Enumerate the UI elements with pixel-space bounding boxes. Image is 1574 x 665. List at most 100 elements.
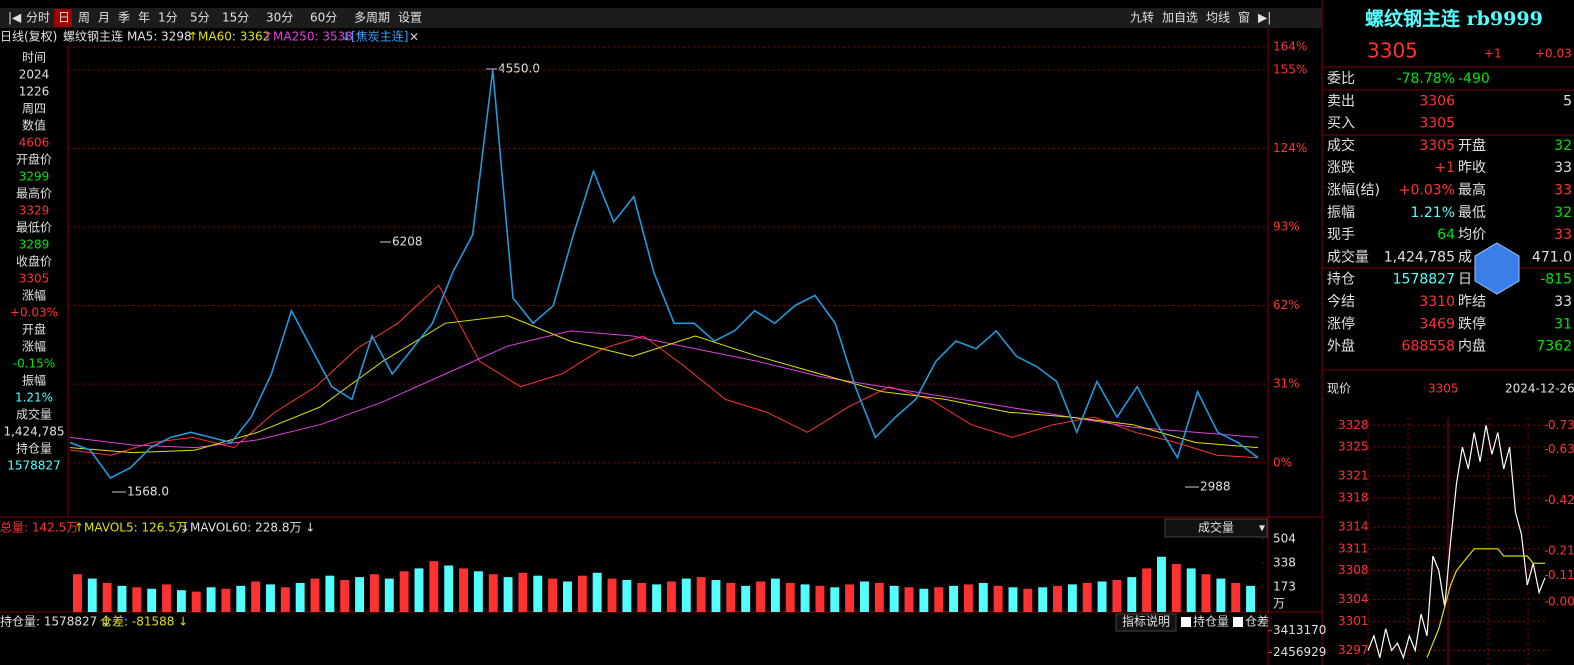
selector-label[interactable]: 成交量 [1198,520,1234,535]
quote-cell: 开盘 [1458,137,1486,154]
app-icon[interactable] [1474,242,1520,295]
nav-last[interactable]: ▶| [1258,11,1271,25]
volume-bar [592,572,602,612]
info-item: 3329 [19,204,50,218]
volume-bar [87,578,97,612]
checkbox[interactable] [1181,617,1191,627]
y-tick-label: 124% [1273,141,1307,155]
volume-bar [607,578,617,612]
volume-bar [563,581,572,612]
quote-cell: 7362 [1536,339,1572,355]
volume-bar [72,574,82,612]
tab[interactable]: 设置 [398,11,422,25]
nav-first[interactable]: |◀ [8,11,22,25]
y-tick-label: 504 [1273,531,1296,545]
info-item: -0.15% [13,357,55,371]
volume-bar [548,578,558,612]
tab[interactable]: 月 [98,11,110,25]
selector-arrow[interactable]: ▾ [1259,521,1265,535]
volume-bar [756,581,765,612]
y2-tick-label: 0.42 [1548,493,1574,507]
tool-button[interactable]: 均线 [1206,11,1230,25]
quote-change: +1 [1484,47,1502,61]
checkbox[interactable] [1233,617,1243,627]
oi-header: 持仓量: 1578827 ↓ [0,614,111,629]
volume-bar [518,572,528,612]
tab[interactable]: 60分 [310,11,337,25]
quote-cell: 3306 [1419,93,1455,109]
help[interactable]: 指标说明 [1122,614,1170,629]
y-tick-label: 93% [1273,219,1300,233]
quote-cell: 成交量 [1327,248,1369,265]
selector[interactable] [1164,518,1268,538]
tool-button[interactable]: 加自选 [1162,11,1198,25]
quote-cell: 1.21% [1411,205,1455,221]
y-tick-label: 0% [1273,455,1292,469]
volume-bar [1127,577,1137,612]
volume-bar [162,584,171,612]
volume-bar [652,584,662,612]
opt[interactable]: 持仓量 [1193,614,1229,629]
tab[interactable]: 1分 [158,11,178,25]
y-tick-label: 3311 [1338,541,1369,555]
mini-grid [1367,418,1529,665]
volume-bar [414,568,424,612]
tab[interactable]: 日 [58,11,70,25]
volume-bar [503,577,513,612]
tab-active[interactable] [54,9,72,27]
quote-cell: +1 [1434,160,1455,176]
tab[interactable]: 15分 [222,11,249,25]
volume-bar [295,582,305,612]
info-item: 3305 [19,272,50,286]
tab[interactable]: 多周期 [354,11,390,25]
quote-cell: 跌停 [1458,315,1486,332]
y-tick-label: 62% [1273,298,1300,312]
volume-total: 总量: 142.5万 [0,521,78,535]
tab[interactable]: 5分 [190,11,210,25]
y-tick-label: 2456929 [1273,645,1326,659]
y-tick-label: 338 [1273,555,1296,569]
volume-bar [770,578,780,612]
info-item: 持仓量 [16,441,52,456]
tab[interactable]: 季 [118,11,130,25]
opt[interactable]: 仓差 [1245,615,1269,629]
info-item: 最低价 [16,221,52,235]
y-tick-label: 3297 [1338,643,1369,657]
symbol: 螺纹钢主连 [63,29,123,44]
series-line [1426,548,1545,658]
info-item: 涨幅 [22,288,46,303]
volume-bar [355,577,365,612]
info-item: 成交量 [16,407,52,422]
volume-bar [1186,568,1196,612]
annotation: 4550.0 [498,62,540,76]
y-tick-label: 3325 [1338,440,1369,454]
mini-label: 现价 [1327,382,1351,396]
info-item: 最高价 [16,186,52,201]
quote-cell: -815 [1540,272,1572,288]
quote-cell: 3305 [1419,138,1455,154]
annotation: 6208 [392,235,423,249]
volume-bar [191,591,201,612]
info-item: 2024 [19,68,50,82]
quote-cell: 3305 [1419,116,1455,132]
tool-button[interactable]: 窗 [1238,11,1250,25]
tab[interactable]: 分时 [26,11,50,25]
volume-bar [147,588,157,612]
quote-cell: 现手 [1327,227,1355,243]
tab[interactable]: 周 [78,11,90,25]
tool-button[interactable]: 九转 [1130,10,1154,25]
tab[interactable]: 年 [138,11,150,25]
quote-cell: 1,424,785 [1384,249,1455,265]
info-item: 开盘价 [16,152,52,167]
volume-bar [577,575,587,612]
volume-bar [132,587,142,612]
help-button[interactable] [1115,613,1177,632]
toolbar [0,8,1322,28]
close-button[interactable]: × [409,30,419,44]
linked-symbol[interactable]: ↓[焦炭主连] [341,29,408,44]
volume-bar [741,585,751,612]
volume-bar [860,581,869,612]
tab[interactable]: 30分 [266,11,293,25]
quote-cell: 33 [1554,294,1572,310]
